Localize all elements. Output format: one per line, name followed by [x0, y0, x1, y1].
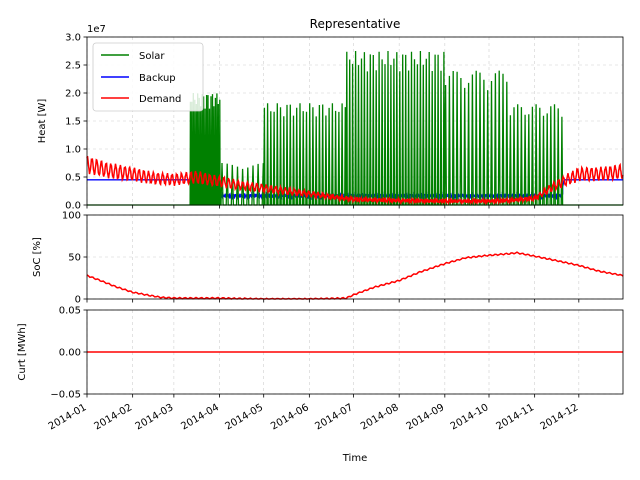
xtick-label: 2014-07 — [313, 402, 355, 432]
legend: Solar Backup Demand — [92, 42, 204, 112]
series-line-soc — [86, 251, 624, 300]
ytick-label: 1.5 — [65, 117, 81, 128]
ytick-label: 0.05 — [59, 306, 81, 317]
ytick-label: 100 — [62, 211, 81, 222]
ytick-label: 0.5 — [65, 173, 81, 184]
chart-title: Representative — [310, 17, 401, 31]
ytick-label: 0.0 — [65, 201, 81, 212]
xtick-label: 2014-11 — [494, 402, 536, 432]
legend-label-backup: Backup — [139, 73, 176, 84]
ytick-label: 2.0 — [65, 89, 81, 100]
legend-box — [92, 42, 204, 112]
xtick-label: 2014-10 — [449, 402, 491, 432]
ytick-label: 2.5 — [65, 61, 81, 72]
x-axis-label: Time — [342, 453, 367, 464]
xticks-time: 2014-01 2014-02 2014-03 2014-04 2014-05 2014-… — [47, 394, 581, 432]
xtick-label: 2014-01 — [47, 402, 89, 432]
xtick-label: 2014-02 — [92, 402, 134, 432]
xtick-label: 2014-06 — [269, 402, 311, 432]
ytick-label: 0.00 — [59, 348, 81, 359]
xtick-label: 2014-12 — [539, 402, 581, 432]
ytick-label: 1.0 — [65, 145, 81, 156]
panel-heat: 0.0 0.5 1.0 1.5 2.0 2.5 3.0 Representative 1e7… — [37, 17, 624, 212]
xtick-marks-soc — [86, 299, 580, 303]
xtick-label: 2014-09 — [405, 402, 447, 432]
yticks-soc: 0 50 100 — [62, 211, 87, 306]
y-axis-label-heat: Heat [W] — [37, 99, 48, 144]
ytick-label: 50 — [68, 253, 81, 264]
xtick-label: 2014-05 — [224, 402, 266, 432]
ytick-label: 0 — [75, 295, 81, 306]
xtick-marks-heat — [86, 205, 580, 209]
ytick-label: −0.05 — [50, 390, 81, 401]
yticks-heat: 0.0 0.5 1.0 1.5 2.0 2.5 3.0 — [65, 33, 87, 212]
yticks-curt: −0.05 0.00 0.05 — [50, 306, 87, 401]
legend-label-solar: Solar — [139, 51, 165, 62]
xtick-label: 2014-04 — [179, 402, 221, 432]
panel-soc: 0 50 100 SoC [%] — [32, 211, 624, 306]
y-axis-label-soc: SoC [%] — [32, 237, 43, 277]
panel-curt: −0.050.000.05 2014-01 2014-02 2014-03 2014-… — [17, 306, 624, 464]
xtick-label: 2014-08 — [359, 402, 401, 432]
ytick-label: 3.0 — [65, 33, 81, 44]
legend-label-demand: Demand — [139, 94, 181, 105]
y-offset-text: 1e7 — [87, 24, 106, 35]
series-line-demand — [86, 155, 624, 206]
plot-soc — [86, 251, 624, 300]
y-axis-label-curt: Curt [MWh] — [17, 323, 28, 380]
xtick-label: 2014-03 — [134, 402, 176, 432]
